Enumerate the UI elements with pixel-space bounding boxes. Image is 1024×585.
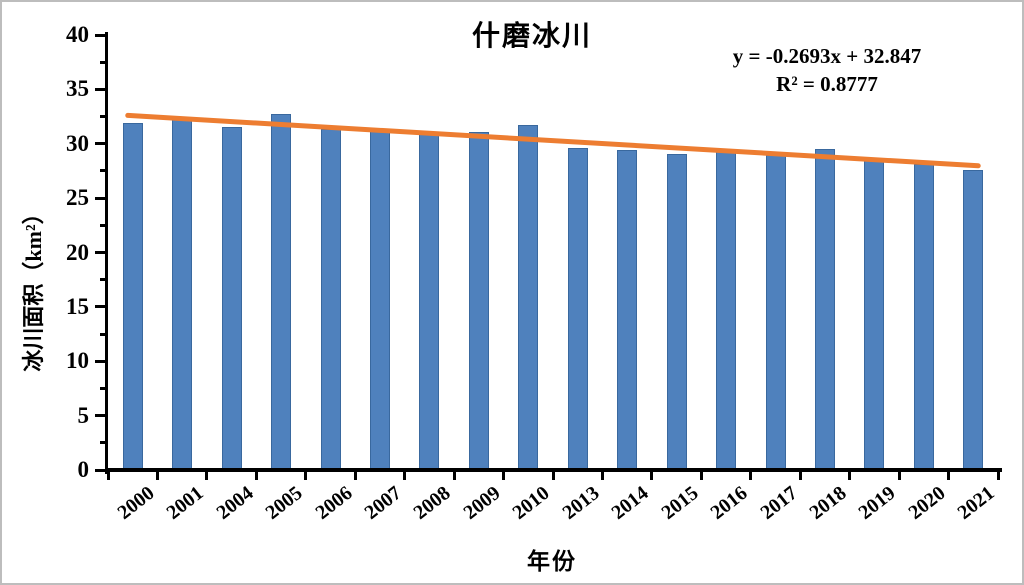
bar-2018 [814, 149, 835, 469]
y-minor-tick [100, 278, 106, 282]
bar-2010 [518, 125, 539, 469]
x-axis-line [104, 468, 1002, 472]
x-tick [600, 470, 604, 480]
y-major-tick [95, 33, 106, 37]
bar-2015 [666, 153, 687, 469]
y-major-tick [95, 87, 106, 91]
bar-2020 [913, 164, 934, 469]
y-tick-label-5: 5 [77, 402, 90, 428]
x-tick [155, 470, 159, 480]
x-tick [996, 470, 1000, 480]
bar-2000 [122, 123, 143, 469]
y-minor-tick [100, 332, 106, 336]
bar-2008 [419, 133, 440, 469]
trendline-annotation: y = -0.2693x + 32.847 R² = 0.8777 [622, 42, 1022, 98]
y-tick-label-15: 15 [66, 293, 89, 319]
y-major-tick [95, 414, 106, 418]
y-minor-tick [100, 223, 106, 227]
bar-2017 [765, 154, 786, 469]
x-tick [205, 470, 209, 480]
x-tick [947, 470, 951, 480]
bar-2001 [172, 118, 193, 469]
bar-2019 [864, 158, 885, 469]
bar-2006 [320, 128, 341, 469]
trendline-segment [125, 112, 981, 169]
y-tick-label-25: 25 [66, 185, 89, 211]
y-tick-label-0: 0 [77, 457, 90, 482]
y-minor-tick [100, 60, 106, 64]
x-tick [106, 470, 110, 480]
x-tick [897, 470, 901, 480]
bar-2007 [369, 130, 390, 469]
x-tick [749, 470, 753, 480]
x-tick [452, 470, 456, 480]
x-tick [699, 470, 703, 480]
y-tick-label-10: 10 [66, 348, 89, 374]
y-tick-label-40: 40 [66, 22, 89, 47]
y-major-tick [95, 196, 106, 200]
x-tick [551, 470, 555, 480]
x-tick [403, 470, 407, 480]
x-tick [848, 470, 852, 480]
y-tick-label-35: 35 [66, 76, 89, 102]
y-major-tick [95, 305, 106, 309]
y-axis-title: 冰川面积（km²） [21, 202, 46, 372]
bar-2016 [716, 151, 737, 469]
x-tick [798, 470, 802, 480]
y-axis-line [104, 32, 108, 474]
trendline-r2: R² = 0.8777 [776, 72, 878, 96]
y-major-tick [95, 142, 106, 146]
y-major-tick [95, 251, 106, 254]
x-tick [502, 470, 506, 480]
y-major-tick [95, 359, 106, 363]
x-axis-title: 年份 [527, 549, 577, 574]
bar-2014 [617, 150, 638, 469]
bar-2013 [567, 148, 588, 469]
chart-title: 什磨冰川 [471, 21, 592, 52]
x-tick [304, 470, 308, 480]
y-minor-tick [100, 169, 106, 173]
x-tick [254, 470, 258, 480]
bar-2009 [468, 131, 489, 469]
bar-2004 [221, 127, 242, 469]
x-tick [353, 470, 357, 480]
y-tick-label-30: 30 [66, 130, 89, 156]
trendline-equation: y = -0.2693x + 32.847 [732, 44, 922, 68]
y-minor-tick [100, 115, 106, 119]
x-tick [650, 470, 654, 480]
y-major-tick [95, 468, 106, 472]
y-minor-tick [100, 441, 106, 445]
y-minor-tick [100, 386, 106, 390]
y-tick-label-20: 20 [66, 239, 89, 265]
bar-2021 [963, 169, 984, 469]
bar-2005 [271, 114, 292, 469]
